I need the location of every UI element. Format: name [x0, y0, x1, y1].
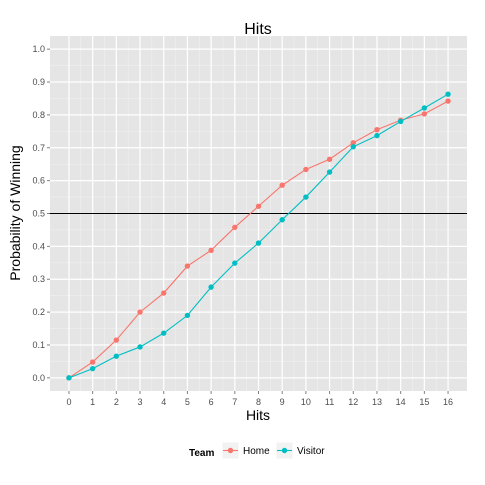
x-tick-label: 8: [256, 397, 261, 407]
legend-title: Team: [189, 448, 214, 459]
legend-key-point-visitor: [281, 447, 288, 454]
data-point-home: [445, 98, 451, 104]
x-tick-label: 10: [301, 397, 311, 407]
data-point-home: [374, 126, 380, 133]
y-tick-label: 0.0: [32, 373, 45, 383]
data-point-visitor: [184, 312, 191, 319]
x-tick-label: 11: [325, 397, 334, 407]
legend-label-home: Home: [243, 446, 270, 457]
data-point-home: [184, 263, 191, 269]
data-point-home: [89, 359, 96, 365]
data-point-home: [279, 182, 285, 188]
data-point-visitor: [374, 132, 380, 139]
x-tick-label: 13: [372, 397, 382, 407]
data-point-home: [137, 309, 143, 315]
x-tick-label: 7: [232, 397, 237, 407]
data-point-home: [350, 140, 356, 146]
x-tick-label: 15: [419, 397, 429, 407]
x-tick-label: 2: [114, 397, 119, 407]
data-point-visitor: [255, 240, 262, 246]
x-axis: 0 1 2 3 4 5 6 7 8 9 10 11 12 13 14 15 16: [66, 391, 453, 407]
data-point-visitor: [326, 169, 333, 175]
data-point-visitor: [89, 365, 96, 372]
data-point-home: [421, 111, 428, 117]
x-tick-label: 5: [185, 397, 190, 407]
y-tick-label: 1.0: [32, 44, 45, 54]
chart-title: Hits: [244, 21, 272, 38]
y-tick-label: 0.2: [32, 307, 45, 317]
x-axis-title: Hits: [246, 407, 270, 423]
data-point-visitor: [208, 284, 214, 290]
x-tick-label: 16: [443, 397, 453, 407]
data-point-visitor: [303, 194, 309, 200]
x-tick-label: 6: [209, 397, 214, 407]
x-tick-label: 14: [396, 397, 406, 407]
data-point-home: [232, 224, 238, 231]
data-point-visitor: [350, 144, 356, 150]
data-point-home: [326, 156, 333, 162]
y-tick-label: 0.3: [32, 274, 45, 284]
data-point-home: [303, 166, 309, 173]
data-point-visitor: [137, 344, 143, 350]
series-visitor: [66, 91, 451, 381]
y-tick-label: 0.9: [32, 77, 45, 87]
legend: Team Home Visitor: [189, 441, 325, 460]
data-point-visitor: [66, 375, 72, 381]
data-point-home: [208, 247, 214, 254]
data-point-visitor: [279, 217, 285, 223]
y-tick-label: 0.7: [32, 143, 45, 153]
data-point-visitor: [232, 260, 238, 266]
y-tick-label: 0.6: [32, 176, 45, 186]
data-point-home: [161, 290, 167, 296]
y-axis-title: Probability of Winning: [7, 145, 23, 280]
x-tick-label: 12: [348, 397, 358, 407]
legend-key-point-home: [227, 447, 234, 454]
data-point-visitor: [113, 353, 120, 359]
y-tick-label: 0.5: [32, 209, 45, 219]
data-point-visitor: [161, 330, 167, 336]
data-point-home: [113, 337, 120, 343]
data-point-visitor: [421, 105, 428, 111]
y-tick-label: 0.8: [32, 110, 45, 120]
x-tick-label: 1: [90, 397, 95, 407]
x-tick-label: 0: [66, 397, 71, 407]
x-tick-label: 9: [280, 397, 285, 407]
x-tick-label: 3: [138, 397, 143, 407]
series-layer: [66, 91, 451, 381]
data-point-visitor: [397, 118, 404, 125]
data-point-home: [255, 203, 262, 209]
y-tick-label: 0.1: [32, 340, 45, 350]
y-axis: 0.0 0.1 0.2 0.3 0.4 0.5 0.6 0.7 0.8 0.9 1.0: [32, 44, 50, 383]
x-tick-label: 4: [161, 397, 166, 407]
legend-label-visitor: Visitor: [297, 446, 325, 457]
y-tick-label: 0.4: [32, 241, 45, 251]
data-point-visitor: [445, 91, 451, 97]
